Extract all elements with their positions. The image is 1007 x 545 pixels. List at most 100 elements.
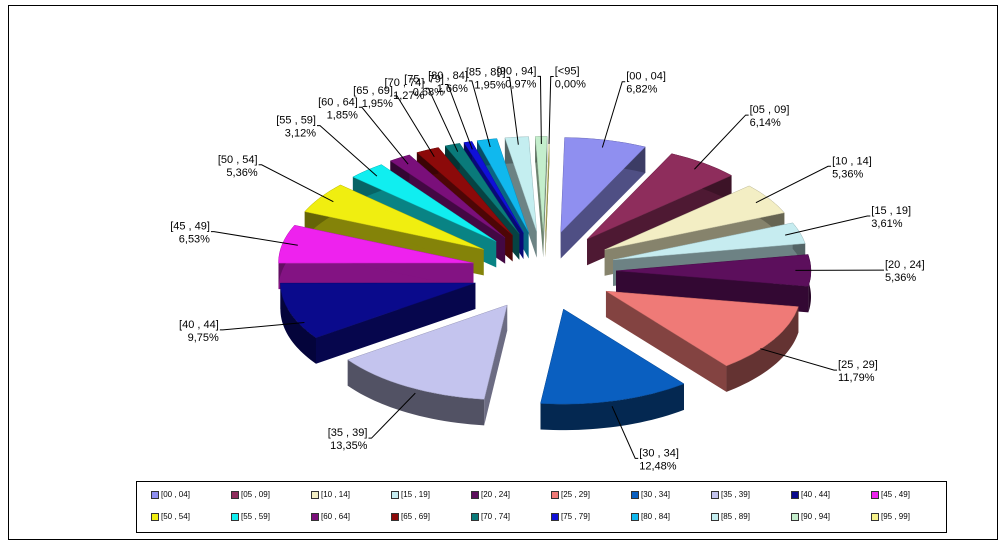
slice-label: [<95] (555, 65, 580, 77)
slice-value-label: 6,82% (626, 84, 657, 96)
legend-item: [20 , 24] (471, 490, 510, 500)
legend-swatch (471, 491, 479, 499)
slice-value-label: 6,14% (750, 117, 781, 129)
slice-label: [30 , 34] (639, 447, 679, 459)
legend-item: [55 , 59] (231, 512, 270, 522)
legend-item: [85 , 89] (711, 512, 750, 522)
slice-value-label: 5,36% (226, 167, 257, 179)
legend-item: [90 , 94] (791, 512, 830, 522)
legend-label: [90 , 94] (801, 512, 830, 521)
slice-label: [80 , 84] (428, 70, 468, 82)
leader-line (785, 215, 871, 236)
slice-label: [70 , 74] (385, 77, 425, 89)
slice-label: [00 , 04] (626, 71, 666, 83)
legend-item: [00 , 04] (151, 490, 190, 500)
legend-swatch (551, 513, 559, 521)
slice-label: [85 , 89] (466, 66, 506, 78)
legend-item: [60 , 64] (311, 512, 350, 522)
legend-item: [15 , 19] (391, 490, 430, 500)
legend-label: [95 , 99] (881, 512, 910, 521)
legend-label: [80 , 84] (641, 512, 670, 521)
legend-item: [50 , 54] (151, 512, 190, 522)
slice-value-label: 12,48% (639, 460, 677, 472)
leader-line (258, 164, 334, 203)
legend-swatch (231, 491, 239, 499)
legend-label: [10 , 14] (321, 490, 350, 499)
legend-label: [55 , 59] (241, 512, 270, 521)
legend-swatch (471, 513, 479, 521)
slice-value-label: 0,68% (413, 86, 444, 98)
legend-item: [25 , 29] (551, 490, 590, 500)
leader-line (468, 80, 491, 148)
legend-item: [65 , 69] (391, 512, 430, 522)
leader-line (548, 75, 554, 145)
leader-line (210, 231, 298, 246)
slice-label: [65 , 69] (353, 85, 393, 97)
slice-value-label: 3,61% (871, 218, 902, 230)
legend-label: [70 , 74] (481, 512, 510, 521)
slice-value-label: 0,00% (555, 78, 586, 90)
legend-item: [80 , 84] (631, 512, 670, 522)
leader-line (611, 406, 639, 459)
legend-label: [35 , 39] (721, 490, 750, 499)
slice-value-label: 5,36% (885, 272, 916, 284)
legend-item: [30 , 34] (631, 490, 670, 500)
legend-swatch (391, 513, 399, 521)
legend-swatch (311, 491, 319, 499)
leader-line (506, 76, 519, 145)
slice-value-label: 1,27% (393, 90, 424, 102)
slice-label: [10 , 14] (832, 155, 872, 167)
legend-swatch (311, 513, 319, 521)
slice-label: [35 , 39] (328, 427, 368, 439)
legend-label: [15 , 19] (401, 490, 430, 499)
leader-line (358, 106, 409, 165)
slice-value-label: 6,53% (179, 234, 210, 246)
leader-line (760, 348, 838, 371)
legend-item: [10 , 14] (311, 490, 350, 500)
legend-swatch (871, 491, 879, 499)
leader-line (317, 125, 378, 177)
legend-swatch (631, 513, 639, 521)
pie-slice (280, 282, 476, 364)
legend-swatch (711, 491, 719, 499)
legend-label: [25 , 29] (561, 490, 590, 499)
pie-slice (347, 304, 508, 426)
pie-chart: [00 , 04]6,82% [05 , 09]6,14% [10 , 14] 5,3… (170, 65, 925, 472)
slice-value-label: 1,95% (474, 79, 505, 91)
slice-label: [55 , 59] (276, 115, 316, 127)
legend-label: [50 , 54] (161, 512, 190, 521)
slice-value-label: 3,12% (285, 128, 316, 140)
legend-swatch (791, 513, 799, 521)
leader-line (368, 392, 416, 439)
legend-swatch (631, 491, 639, 499)
legend-item: [95 , 99] (871, 512, 910, 522)
leader-line (694, 114, 749, 170)
legend-item: [05 , 09] (231, 490, 270, 500)
chart-frame: [00 , 04] 6,82% [05 , 09] 6,14% [10 , 14] 5,3… (8, 5, 998, 540)
legend-label: [75 , 79] (561, 512, 590, 521)
pie-slice (278, 224, 474, 290)
legend-label: [60 , 64] (321, 512, 350, 521)
slice-value-label: 0,97% (505, 78, 536, 90)
leader-line (393, 95, 435, 157)
slice-value-label: 1,66% (437, 83, 468, 95)
legend-swatch (151, 513, 159, 521)
pie-slice (534, 136, 548, 258)
leader-line (444, 83, 473, 150)
legend-swatch (151, 491, 159, 499)
slice-label: [05 , 09] (750, 104, 790, 116)
slice-value-label: 1,95% (362, 98, 393, 110)
slice-label: [90 , 94] (497, 65, 537, 77)
leader-line (425, 87, 459, 152)
slice-value-label: 9,75% (188, 332, 219, 344)
slice-value-label: 11,79% (838, 372, 875, 384)
legend: [00 , 04] [05 , 09] [10 , 14] [15 , 19] [20 … (136, 481, 947, 533)
slice-label: [45 , 49] (170, 221, 210, 233)
legend-swatch (391, 491, 399, 499)
legend-item: [35 , 39] (711, 490, 750, 500)
legend-label: [40 , 44] (801, 490, 830, 499)
leader-line (219, 321, 305, 331)
legend-label: [65 , 69] (401, 512, 430, 521)
pie-slice (615, 254, 812, 313)
legend-item: [70 , 74] (471, 512, 510, 522)
